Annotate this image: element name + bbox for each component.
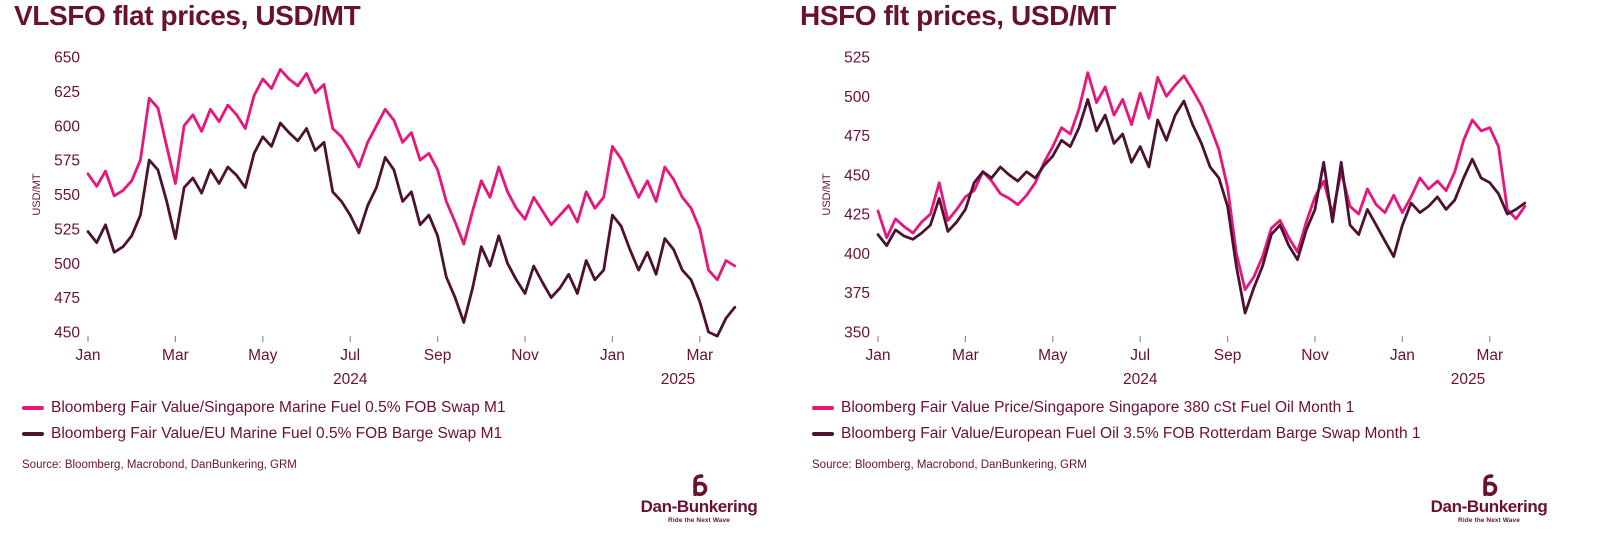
vlsfo-chart-title: VLSFO flat prices, USD/MT [14, 0, 361, 31]
x-tick-label: Mar [162, 347, 189, 364]
legend-label: Bloomberg Fair Value/Singapore Marine Fu… [51, 399, 506, 416]
y-tick-label: 625 [54, 84, 80, 101]
y-tick-label: 500 [54, 256, 80, 273]
legend-color-dash [22, 432, 44, 436]
y-tick-label: 475 [844, 128, 870, 145]
x-tick-label: Jan [600, 347, 625, 364]
x-tick-label: Mar [1476, 347, 1503, 364]
legend-color-dash [22, 406, 44, 410]
dan-bunkering-logo: Dan-Bunkering Ride the Next Wave [640, 473, 758, 524]
y-tick-label: 525 [844, 50, 870, 67]
y-tick-label: 475 [54, 290, 80, 307]
legend-label: Bloomberg Fair Value/EU Marine Fuel 0.5%… [51, 425, 503, 442]
y-tick-label: 450 [844, 167, 870, 184]
x-year-label: 2024 [333, 371, 368, 388]
x-tick-label: Jan [76, 347, 101, 364]
legend-color-dash [812, 406, 834, 410]
dan-bunkering-logo-icon [693, 474, 708, 497]
y-tick-label: 500 [844, 89, 870, 106]
x-tick-label: Jul [340, 347, 360, 364]
y-tick-label: 600 [54, 118, 80, 135]
y-tick-label: 350 [844, 325, 870, 342]
legend-item: Bloomberg Fair Value/EU Marine Fuel 0.5%… [22, 425, 506, 443]
x-tick-label: Mar [952, 347, 979, 364]
dan-bunkering-logo: Dan-Bunkering Ride the Next Wave [1430, 473, 1548, 524]
legend-item: Bloomberg Fair Value Price/Singapore Sin… [812, 399, 1421, 417]
x-year-label: 2025 [661, 371, 695, 388]
x-tick-label: Mar [686, 347, 713, 364]
logo-name: Dan-Bunkering [1430, 497, 1548, 516]
legend-color-dash [812, 432, 834, 436]
y-tick-label: 425 [844, 207, 870, 224]
y-axis-title: USD/MT [31, 173, 43, 215]
y-tick-label: 375 [844, 285, 870, 302]
legend-label: Bloomberg Fair Value/European Fuel Oil 3… [841, 425, 1421, 442]
y-axis-title: USD/MT [821, 173, 833, 215]
logo-name: Dan-Bunkering [640, 497, 758, 516]
series-line-eu-vlsfo [86, 121, 737, 338]
hsfo-line-chart: 525 500 475 450 425 400 375 350 USD/MT Jan Mar May J… [821, 50, 1527, 388]
x-tick-label: Jan [1390, 347, 1415, 364]
dan-bunkering-logo-icon [1483, 474, 1498, 497]
source-note: Source: Bloomberg, Macrobond, DanBunkeri… [812, 459, 1087, 471]
hsfo-legend: Bloomberg Fair Value Price/Singapore Sin… [812, 399, 1421, 443]
legend-label: Bloomberg Fair Value Price/Singapore Sin… [841, 399, 1355, 416]
y-tick-label: 450 [54, 325, 80, 342]
series-line-singapore-vlsfo [86, 67, 737, 282]
x-tick-label: Nov [1301, 347, 1329, 364]
y-tick-label: 650 [54, 50, 80, 67]
x-tick-label: Sep [424, 347, 452, 364]
series-line-rotterdam-35 [876, 98, 1527, 315]
x-tick-label: May [248, 347, 278, 364]
vlsfo-line-chart: 650 625 600 575 550 525 500 475 450 USD/MT Jan Mar M… [31, 50, 737, 388]
legend-item: Bloomberg Fair Value/European Fuel Oil 3… [812, 425, 1421, 443]
x-year-label: 2024 [1123, 371, 1158, 388]
vlsfo-legend: Bloomberg Fair Value/Singapore Marine Fu… [22, 399, 506, 443]
x-tick-label: Sep [1214, 347, 1242, 364]
vlsfo-chart-panel: VLSFO flat prices, USD/MT 650 625 600 575 55… [0, 0, 790, 553]
legend-item: Bloomberg Fair Value/Singapore Marine Fu… [22, 399, 506, 417]
logo-tagline: Ride the Next Wave [668, 517, 730, 524]
x-tick-label: Nov [511, 347, 539, 364]
y-tick-label: 400 [844, 246, 870, 263]
logo-tagline: Ride the Next Wave [1458, 517, 1520, 524]
x-tick-label: Jan [866, 347, 891, 364]
y-tick-label: 550 [54, 187, 80, 204]
y-tick-label: 575 [54, 153, 80, 170]
y-tick-label: 525 [54, 221, 80, 238]
x-year-label: 2025 [1451, 371, 1485, 388]
x-tick-label: Jul [1130, 347, 1150, 364]
x-tick-label: May [1038, 347, 1068, 364]
hsfo-chart-panel: HSFO flt prices, USD/MT 525 500 475 450 425 4… [790, 0, 1621, 553]
hsfo-chart-title: HSFO flt prices, USD/MT [800, 0, 1116, 31]
source-note: Source: Bloomberg, Macrobond, DanBunkeri… [22, 459, 297, 471]
